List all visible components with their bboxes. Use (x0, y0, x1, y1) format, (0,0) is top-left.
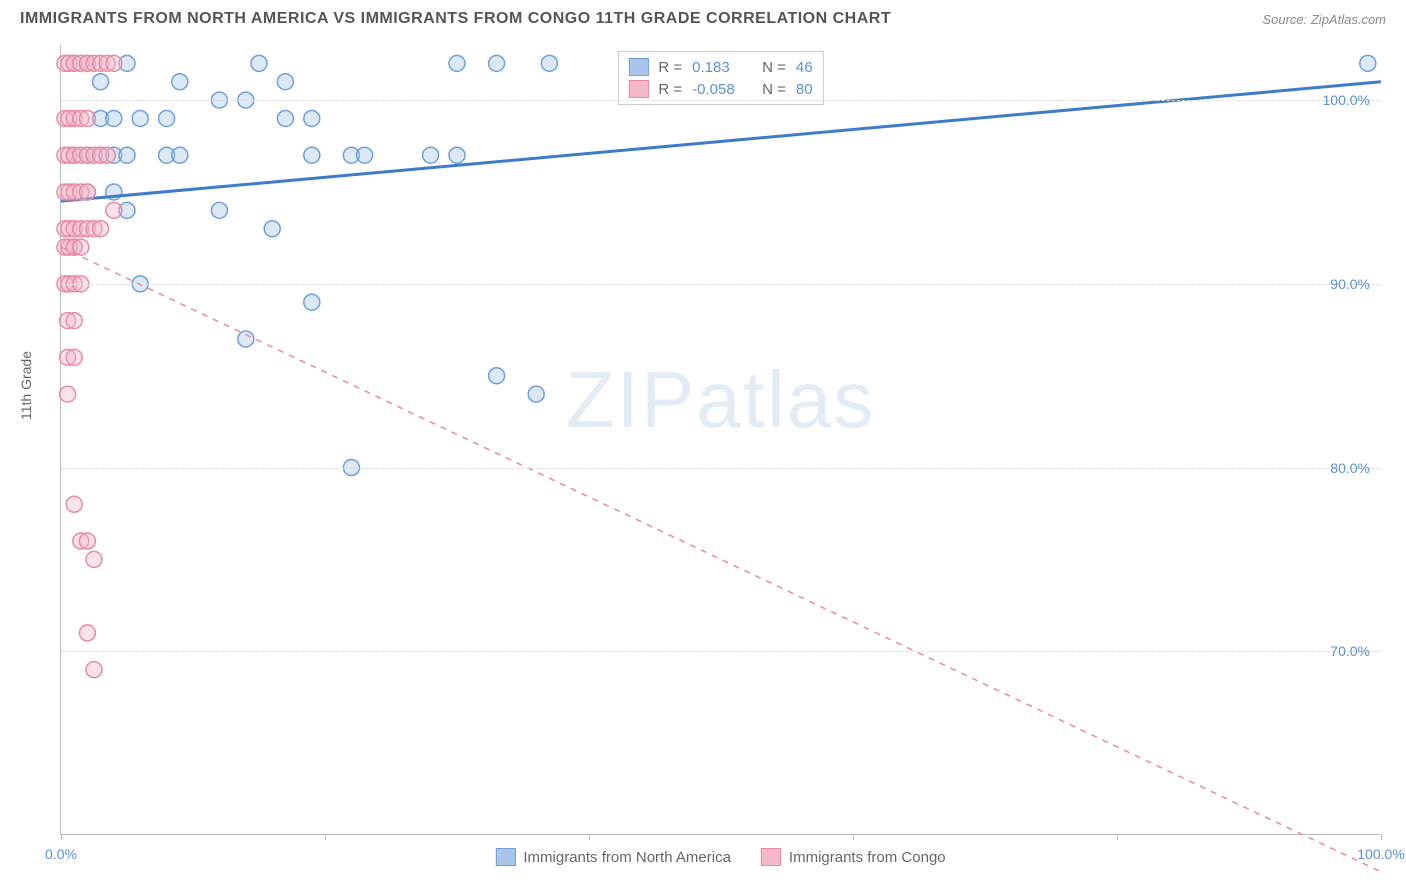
scatter-point (172, 74, 188, 90)
gridline-horizontal (61, 651, 1380, 652)
legend-item: Immigrants from Congo (761, 848, 946, 866)
r-label: R = (658, 81, 682, 98)
x-tick-label: 100.0% (1357, 846, 1404, 862)
scatter-point (277, 110, 293, 126)
scatter-point (528, 386, 544, 402)
scatter-point (79, 110, 95, 126)
scatter-point (93, 221, 109, 237)
scatter-point (99, 147, 115, 163)
scatter-point (304, 294, 320, 310)
scatter-point (79, 184, 95, 200)
n-value: 80 (796, 81, 813, 98)
x-tick (61, 834, 62, 840)
scatter-point (449, 55, 465, 71)
legend-item: Immigrants from North America (495, 848, 731, 866)
scatter-point (489, 55, 505, 71)
n-value: 46 (796, 59, 813, 76)
stats-row: R = -0.058 N = 80 (628, 78, 812, 100)
chart-plot-area: ZIPatlas R =0.183N =46R =-0.058N =80 Imm… (60, 45, 1380, 835)
scatter-point (93, 74, 109, 90)
scatter-point (449, 147, 465, 163)
scatter-point (304, 147, 320, 163)
scatter-point (66, 496, 82, 512)
scatter-point (304, 110, 320, 126)
scatter-point (1360, 55, 1376, 71)
y-axis-label: 11th Grade (18, 351, 34, 420)
correlation-stats-box: R = 0.183 N = 46 R = -0.058 N = 80 (617, 51, 823, 105)
r-label: R = (658, 59, 682, 76)
scatter-point (79, 533, 95, 549)
scatter-point (66, 313, 82, 329)
y-tick-label: 100.0% (1323, 92, 1370, 108)
gridline-horizontal (61, 100, 1380, 101)
scatter-point (86, 662, 102, 678)
x-tick (325, 834, 326, 840)
r-value: 0.183 (692, 59, 752, 76)
n-label: N = (762, 59, 786, 76)
y-tick-label: 80.0% (1330, 460, 1370, 476)
scatter-point (423, 147, 439, 163)
scatter-point (357, 147, 373, 163)
y-tick-label: 70.0% (1330, 643, 1370, 659)
scatter-point (79, 625, 95, 641)
legend-bottom: Immigrants from North America Immigrants … (495, 848, 945, 866)
scatter-point (159, 110, 175, 126)
chart-title: IMMIGRANTS FROM NORTH AMERICA VS IMMIGRA… (20, 10, 891, 28)
regression-line (61, 247, 1381, 872)
scatter-point (211, 202, 227, 218)
x-tick (1117, 834, 1118, 840)
scatter-point (172, 147, 188, 163)
x-tick (853, 834, 854, 840)
y-tick-label: 90.0% (1330, 276, 1370, 292)
legend-swatch (495, 848, 515, 866)
x-tick (589, 834, 590, 840)
scatter-point (106, 202, 122, 218)
x-tick (1381, 834, 1382, 840)
scatter-point (277, 74, 293, 90)
legend-label: Immigrants from Congo (789, 849, 946, 866)
scatter-point (251, 55, 267, 71)
scatter-point (238, 331, 254, 347)
r-value: -0.058 (692, 81, 752, 98)
x-tick-label: 0.0% (45, 846, 77, 862)
scatter-point (541, 55, 557, 71)
n-label: N = (762, 81, 786, 98)
series-swatch (628, 58, 648, 76)
scatter-point (60, 386, 76, 402)
series-swatch (628, 80, 648, 98)
scatter-point (119, 147, 135, 163)
legend-label: Immigrants from North America (523, 849, 731, 866)
scatter-point (132, 110, 148, 126)
scatter-point (489, 368, 505, 384)
scatter-point (264, 221, 280, 237)
scatter-plot-svg (61, 45, 1380, 834)
scatter-point (106, 110, 122, 126)
scatter-point (66, 349, 82, 365)
scatter-point (106, 55, 122, 71)
scatter-point (86, 551, 102, 567)
gridline-horizontal (61, 284, 1380, 285)
source-attribution: Source: ZipAtlas.com (1262, 12, 1386, 27)
gridline-horizontal (61, 468, 1380, 469)
scatter-point (73, 239, 89, 255)
stats-row: R = 0.183 N = 46 (628, 56, 812, 78)
legend-swatch (761, 848, 781, 866)
